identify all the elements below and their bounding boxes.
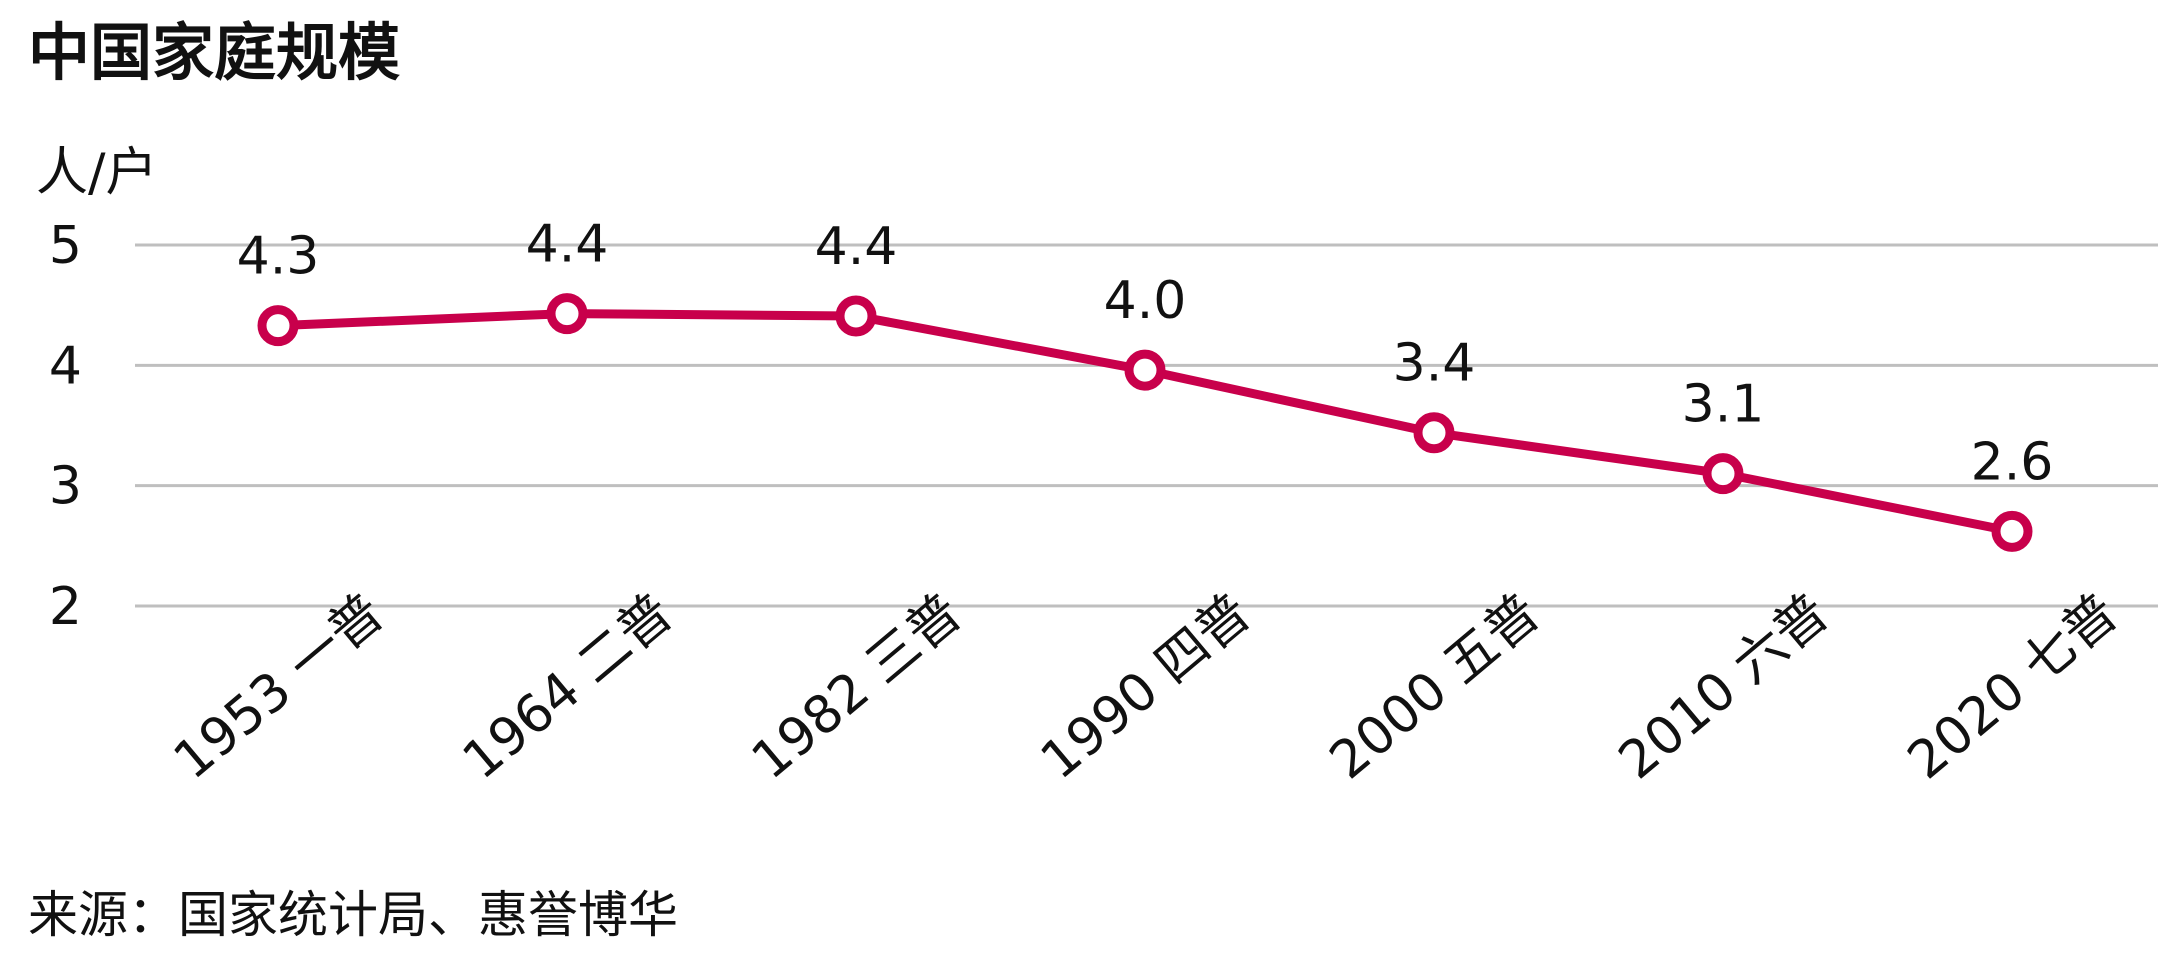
y-axis-ticks: 2 3 4 5 [49, 216, 82, 637]
data-point [1413, 412, 1455, 454]
data-label: 3.1 [1682, 375, 1765, 435]
y-tick-label: 5 [49, 216, 82, 276]
data-point [835, 295, 877, 337]
data-point [546, 293, 588, 335]
data-label: 2.6 [1971, 432, 2054, 492]
x-category-label: 1964 二普 [452, 583, 684, 792]
y-tick-label: 3 [49, 457, 82, 517]
x-category-label: 2000 五普 [1319, 583, 1551, 792]
data-label: 4.0 [1104, 271, 1187, 331]
data-point [1702, 453, 1744, 495]
x-category-label: 1953 一普 [163, 583, 395, 792]
data-point [1991, 510, 2033, 552]
x-category-label: 2010 六普 [1608, 583, 1840, 792]
x-category-label: 1982 三普 [741, 583, 973, 792]
data-labels: 4.3 4.4 4.4 4.0 3.4 3.1 2.6 [237, 215, 2054, 493]
y-tick-label: 2 [49, 577, 82, 637]
data-point [1124, 349, 1166, 391]
y-tick-label: 4 [49, 336, 82, 396]
x-axis-categories: 1953 一普 1964 二普 1982 三普 1990 四普 2000 五普 2010 … [163, 583, 2129, 792]
data-label: 4.4 [815, 217, 898, 277]
data-point [257, 305, 299, 347]
data-label: 4.3 [237, 227, 320, 287]
data-points [257, 293, 2033, 552]
source-note: 来源：国家统计局、惠誉博华 [28, 886, 678, 944]
y-axis-unit-label: 人/户 [36, 143, 158, 203]
data-label: 4.4 [526, 215, 609, 275]
data-label: 3.4 [1393, 334, 1476, 394]
chart-title: 中国家庭规模 [28, 16, 401, 89]
x-category-label: 2020 七普 [1897, 583, 2129, 792]
x-category-label: 1990 四普 [1030, 583, 1262, 792]
